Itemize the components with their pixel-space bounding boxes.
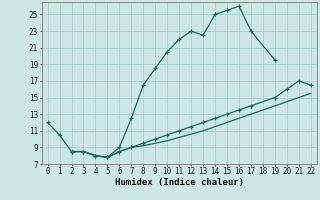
X-axis label: Humidex (Indice chaleur): Humidex (Indice chaleur) <box>115 178 244 187</box>
